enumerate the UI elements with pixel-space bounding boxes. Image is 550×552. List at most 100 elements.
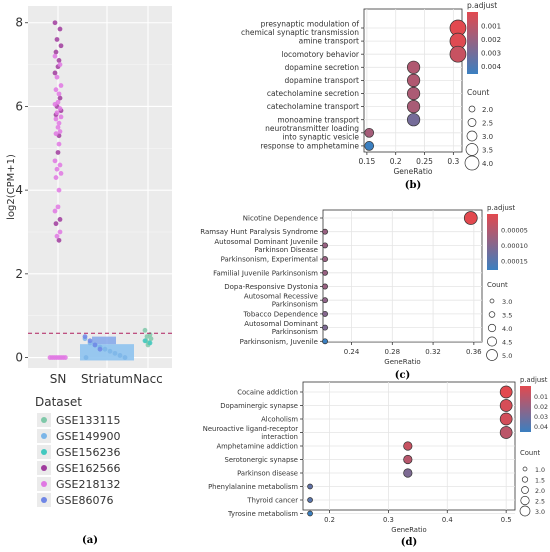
panel-a-point bbox=[52, 70, 58, 76]
panel-b-xtick-label: 0.3 bbox=[447, 157, 459, 166]
panel-d-colorbar-tick: 0.03 bbox=[534, 414, 548, 421]
panel-a-xtick-label: SN bbox=[50, 372, 67, 386]
panel-c-size-legend-label: 4.0 bbox=[502, 325, 512, 333]
panel-a-point bbox=[52, 53, 58, 59]
panel-c-size-legend-label: 5.0 bbox=[502, 352, 512, 360]
panel-a-point bbox=[142, 338, 148, 344]
panel-d-size-legend-label: 1.5 bbox=[535, 478, 545, 485]
panel-d-dot bbox=[499, 385, 513, 399]
panel-a-point bbox=[87, 338, 93, 344]
panel-b-term-label: dopamine transport bbox=[284, 76, 359, 85]
panel-a-point bbox=[102, 346, 108, 352]
panel-d-xtick-label: 0.2 bbox=[324, 516, 335, 524]
panel-c-term-label: Autosomal Dominant Juvenile bbox=[214, 238, 318, 246]
panel-a-point bbox=[54, 37, 60, 42]
panel-c-xtick-label: 0.28 bbox=[385, 348, 401, 356]
panel-c-colorbar bbox=[487, 214, 498, 270]
panel-a-point bbox=[54, 166, 60, 172]
panel-c-size-legend-label: 3.5 bbox=[502, 312, 512, 320]
panel-c-dot bbox=[322, 338, 328, 345]
panel-b-xtick-label: 0.15 bbox=[359, 157, 376, 166]
panel-a-point bbox=[56, 187, 62, 193]
panel-a-point bbox=[82, 334, 88, 340]
panel-a-ytick-label: 0 bbox=[15, 351, 23, 365]
panel-a-ylabel: log2(CPM+1) bbox=[6, 154, 17, 220]
panel-a-ytick-label: 2 bbox=[15, 267, 23, 281]
panel-b-term-label: catecholamine secretion bbox=[267, 89, 359, 98]
panel-a-point bbox=[52, 101, 58, 107]
panel-d-size-legend-label: 3.0 bbox=[535, 509, 545, 516]
panel-a-point bbox=[58, 114, 64, 120]
panel-c-xtick-label: 0.36 bbox=[466, 348, 482, 356]
panel-b-size-legend-circle bbox=[465, 143, 479, 156]
panel-d-xtick-label: 0.3 bbox=[383, 516, 394, 524]
panel-a-point bbox=[57, 217, 63, 222]
panel-d-term-label: Neuroactive ligand-receptor bbox=[203, 425, 298, 433]
panel-d-size-legend-circle bbox=[520, 495, 530, 506]
panel-c-term-label: Parkinsonism bbox=[272, 328, 318, 336]
panel-c-size-legend-label: 3.0 bbox=[502, 298, 512, 306]
panel-c-term-label: Tobacco Dependence bbox=[242, 310, 318, 318]
panel-c-term-label: Familial Juvenile Parkinsonism bbox=[213, 269, 318, 277]
panel-d-colorbar-tick: 0.04 bbox=[534, 424, 548, 431]
panel-d-term-label: Serotonergic synapse bbox=[225, 456, 298, 464]
panel-c-dot bbox=[322, 310, 328, 317]
panel-d-size-legend-title: Count bbox=[520, 449, 541, 457]
panel-c-term-label: Ramsay Hunt Paralysis Syndrome bbox=[200, 228, 318, 236]
panel-c-dot bbox=[463, 211, 478, 225]
panel-d-colorbar-tick: 0.01 bbox=[534, 394, 548, 401]
panel-c-term-label: Parkinsonism, Juvenile bbox=[240, 338, 318, 346]
panel-a-ytick-label: 8 bbox=[15, 16, 23, 30]
panel-a-point bbox=[57, 106, 63, 111]
panel-d-dot bbox=[499, 399, 513, 412]
panel-a-point bbox=[144, 334, 150, 340]
panel-a-point bbox=[57, 229, 63, 235]
panel-a-point bbox=[57, 95, 63, 101]
panel-c-colorbar-tick: 0.00015 bbox=[501, 258, 528, 266]
panel-d-size-legend-circle bbox=[521, 476, 529, 483]
panel-a-point bbox=[83, 355, 89, 360]
panel-a-point bbox=[92, 342, 98, 348]
panel-d-colorbar bbox=[520, 386, 531, 432]
panel-c-dot bbox=[322, 269, 328, 276]
panel-d-dot bbox=[307, 510, 313, 517]
panel-c-term-label: Dopa-Responsive Dystonia bbox=[224, 283, 318, 291]
panel-a-legend-label: GSE218132 bbox=[56, 478, 120, 491]
panel-a-point bbox=[54, 74, 60, 80]
panel-a-point bbox=[53, 116, 59, 122]
panel-a-legend-swatch bbox=[41, 417, 47, 423]
panel-b-term-label: response to amphetamine bbox=[260, 142, 359, 151]
panel-d-size-legend-label: 1.0 bbox=[535, 467, 545, 474]
panel-a-point bbox=[52, 158, 58, 164]
panel-a-point bbox=[57, 129, 63, 134]
panel-a-caption: (a) bbox=[82, 535, 98, 546]
panel-d-term-label: Thyroid cancer bbox=[246, 496, 298, 504]
panel-d-term-label: interaction bbox=[261, 433, 298, 441]
panel-d-xlabel: GeneRatio bbox=[391, 526, 426, 534]
panel-b-size-legend-circle bbox=[464, 155, 480, 171]
panel-c-term-label: Autosomal Dominant bbox=[244, 320, 318, 328]
panel-c-colorbar-tick: 0.00010 bbox=[501, 242, 528, 250]
panel-b-colorbar-tick: 0.001 bbox=[481, 22, 501, 30]
panel-b-xtick-label: 0.2 bbox=[390, 157, 402, 166]
panel-d-size-legend-circle bbox=[519, 505, 531, 517]
panel-c-size-legend-circle bbox=[489, 298, 495, 304]
panel-a-point bbox=[55, 124, 61, 130]
panel-d-dot bbox=[403, 454, 413, 465]
panel-b-size-legend-title: Count bbox=[467, 88, 489, 97]
panel-b-colorbar-tick: 0.002 bbox=[481, 36, 501, 44]
panel-c-dot bbox=[322, 283, 328, 290]
panel-d-size-legend-circle bbox=[521, 486, 529, 494]
panel-c-term-label: Parkinsonism bbox=[272, 301, 318, 309]
panel-a-legend-title: Dataset bbox=[35, 395, 82, 409]
panel-c-dot bbox=[322, 324, 328, 331]
panel-c-term-label: Nicotine Dependence bbox=[243, 214, 318, 222]
panel-c-size-legend-circle bbox=[487, 336, 497, 347]
panel-b-dot bbox=[406, 86, 421, 101]
panel-a-point bbox=[56, 120, 62, 126]
panel-b-colorbar-tick: 0.003 bbox=[481, 49, 501, 57]
panel-a-point bbox=[58, 83, 64, 88]
panel-a-point bbox=[122, 355, 128, 360]
panel-b-term-label: neurotransmitter loading bbox=[265, 124, 359, 133]
